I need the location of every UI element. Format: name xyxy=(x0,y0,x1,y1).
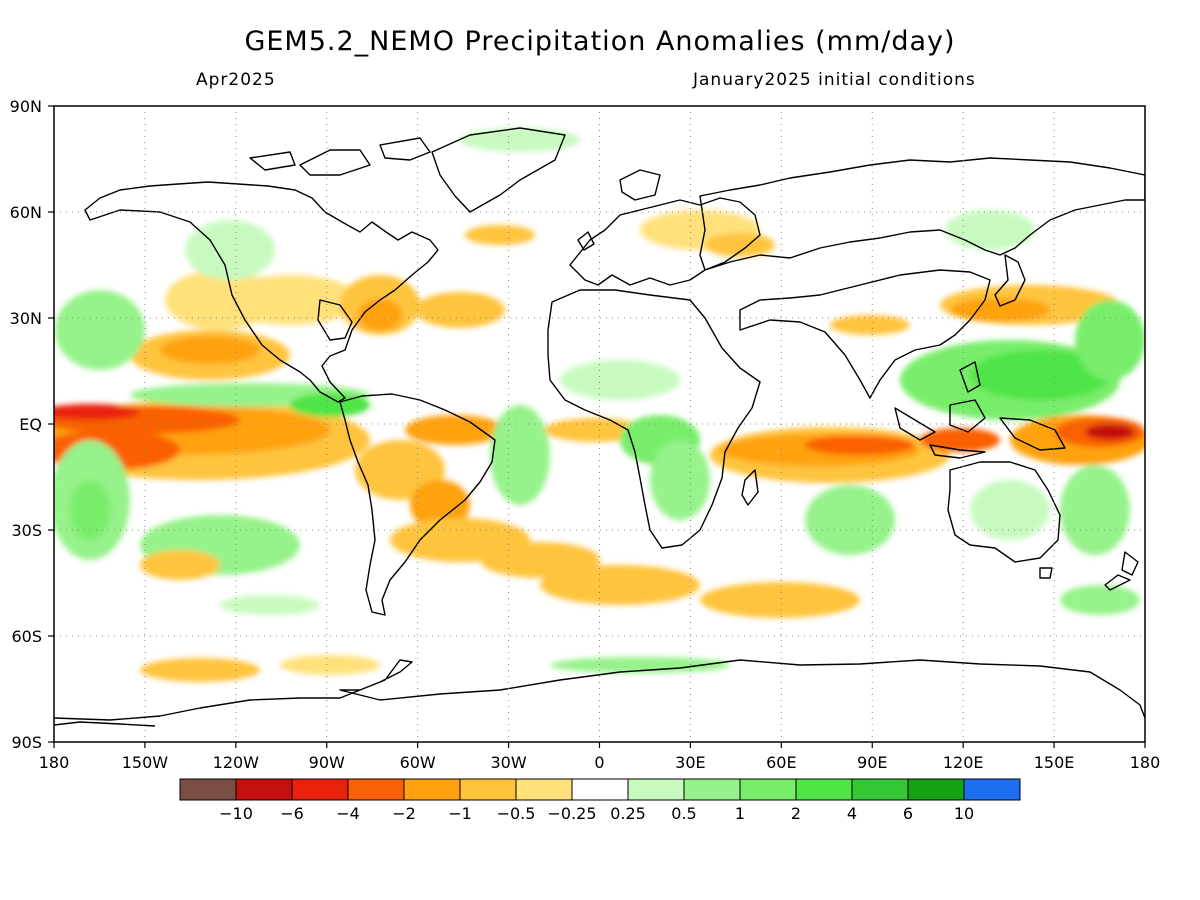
lon-tick-label: 150E xyxy=(1034,753,1075,772)
anomaly-patch xyxy=(415,292,505,328)
anomaly-patch xyxy=(405,415,505,445)
anomaly-patch xyxy=(970,480,1050,540)
anomaly-patch xyxy=(490,405,550,505)
anomaly-patch xyxy=(540,565,700,605)
anomaly-patch xyxy=(560,360,680,400)
colorbar-swatch xyxy=(515,778,573,801)
anomaly-patch xyxy=(220,275,360,325)
colorbar-tick-label: −2 xyxy=(392,804,416,823)
colorbar-tick-label: −1 xyxy=(448,804,472,823)
lon-tick-label: 120E xyxy=(943,753,984,772)
anomaly-patch xyxy=(54,404,140,420)
anomaly-patch xyxy=(705,233,775,257)
colorbar-swatch xyxy=(179,778,237,801)
anomaly-patch xyxy=(220,595,320,615)
lat-lon-gridlines xyxy=(54,106,1145,742)
anomaly-patch xyxy=(830,315,910,335)
colorbar-swatch xyxy=(795,778,853,801)
lon-tick-label: 150W xyxy=(122,753,169,772)
colorbar-tick-label: 10 xyxy=(954,804,974,823)
anomaly-patch xyxy=(700,582,860,618)
longitude-labels: 180 150W 120W 90W 60W 30W 0 30E 60E 90E 120E 150E 18… xyxy=(39,753,1161,772)
anomaly-patch xyxy=(650,440,710,520)
anomaly-patch xyxy=(185,220,275,280)
colorbar-tick-label: −10 xyxy=(219,804,253,823)
colorbar-labels: −10 −6 −4 −2 −1 −0.5 −0.25 0.25 0.5 1 2 4 6 10 xyxy=(219,804,974,823)
colorbar-tick-label: −4 xyxy=(336,804,360,823)
anomaly-patch xyxy=(1060,465,1130,555)
lon-tick-label: 60E xyxy=(766,753,796,772)
colorbar-tick-label: 1 xyxy=(735,804,745,823)
colorbar-swatch xyxy=(291,778,349,801)
lat-tick-label: 60S xyxy=(11,627,42,646)
anomaly-patch xyxy=(160,336,260,364)
lon-tick-label: 90E xyxy=(857,753,887,772)
anomaly-patch xyxy=(358,299,402,331)
colorbar-swatch xyxy=(347,778,405,801)
lat-tick-label: 30N xyxy=(10,309,42,328)
lat-tick-label: 90N xyxy=(10,97,42,116)
lat-tick-label: EQ xyxy=(19,415,42,434)
anomaly-patch xyxy=(460,128,580,152)
valid-month-label: Apr2025 xyxy=(196,70,276,90)
colorbar-swatch xyxy=(739,778,797,801)
lon-tick-label: 90W xyxy=(309,753,345,772)
anomaly-patch xyxy=(70,480,110,540)
anomaly-patch xyxy=(465,225,535,245)
colorbar-swatch xyxy=(571,778,629,801)
lat-tick-label: 60N xyxy=(10,203,42,222)
anomaly-patch xyxy=(1060,585,1140,615)
anomaly-patch xyxy=(1085,424,1135,440)
anomaly-patch xyxy=(950,298,1050,322)
colorbar-swatch xyxy=(627,778,685,801)
colorbar-tick-label: −6 xyxy=(280,804,304,823)
lon-tick-label: 0 xyxy=(594,753,604,772)
anomaly-patch xyxy=(55,290,145,370)
colorbar-swatch xyxy=(963,778,1021,801)
anomaly-patch xyxy=(480,542,600,578)
colorbar-tick-label: 0.5 xyxy=(671,804,696,823)
anomaly-patch xyxy=(805,485,895,555)
anomaly-patch xyxy=(140,658,260,682)
colorbar-swatch xyxy=(403,778,461,801)
anomaly-patch xyxy=(805,435,915,455)
lon-tick-label: 60W xyxy=(400,753,436,772)
coastlines xyxy=(54,127,1145,727)
lon-tick-label: 120W xyxy=(213,753,260,772)
colorbar-tick-label: −0.5 xyxy=(497,804,536,823)
anomaly-field xyxy=(54,128,1145,682)
colorbar-tick-label: 0.25 xyxy=(610,804,646,823)
anomaly-patch xyxy=(280,655,380,675)
anomaly-patch xyxy=(550,657,730,673)
colorbar-swatch xyxy=(235,778,293,801)
anomaly-patch xyxy=(945,210,1035,250)
colorbar-tick-label: 6 xyxy=(903,804,913,823)
colorbar xyxy=(179,778,1021,801)
lon-tick-label: 30E xyxy=(675,753,705,772)
anomaly-patch xyxy=(970,350,1110,400)
latitude-labels: 90N 60N 30N EQ 30S 60S 90S xyxy=(10,97,42,752)
anomaly-patch xyxy=(140,550,220,580)
colorbar-tick-label: 4 xyxy=(847,804,857,823)
lon-tick-label: 30W xyxy=(490,753,526,772)
lon-tick-label: 180 xyxy=(39,753,70,772)
lat-tick-label: 90S xyxy=(11,733,42,752)
colorbar-swatch xyxy=(683,778,741,801)
anomaly-patch xyxy=(410,480,470,530)
init-conditions-label: January2025 initial conditions xyxy=(693,70,976,90)
lat-tick-label: 30S xyxy=(11,521,42,540)
map-title: GEM5.2_NEMO Precipitation Anomalies (mm/… xyxy=(244,26,956,57)
colorbar-swatch xyxy=(459,778,517,801)
anomaly-patch xyxy=(1075,300,1145,380)
lon-tick-label: 180 xyxy=(1130,753,1161,772)
colorbar-swatch xyxy=(851,778,909,801)
colorbar-tick-label: 2 xyxy=(791,804,801,823)
colorbar-tick-label: −0.25 xyxy=(547,804,596,823)
colorbar-swatch xyxy=(907,778,965,801)
